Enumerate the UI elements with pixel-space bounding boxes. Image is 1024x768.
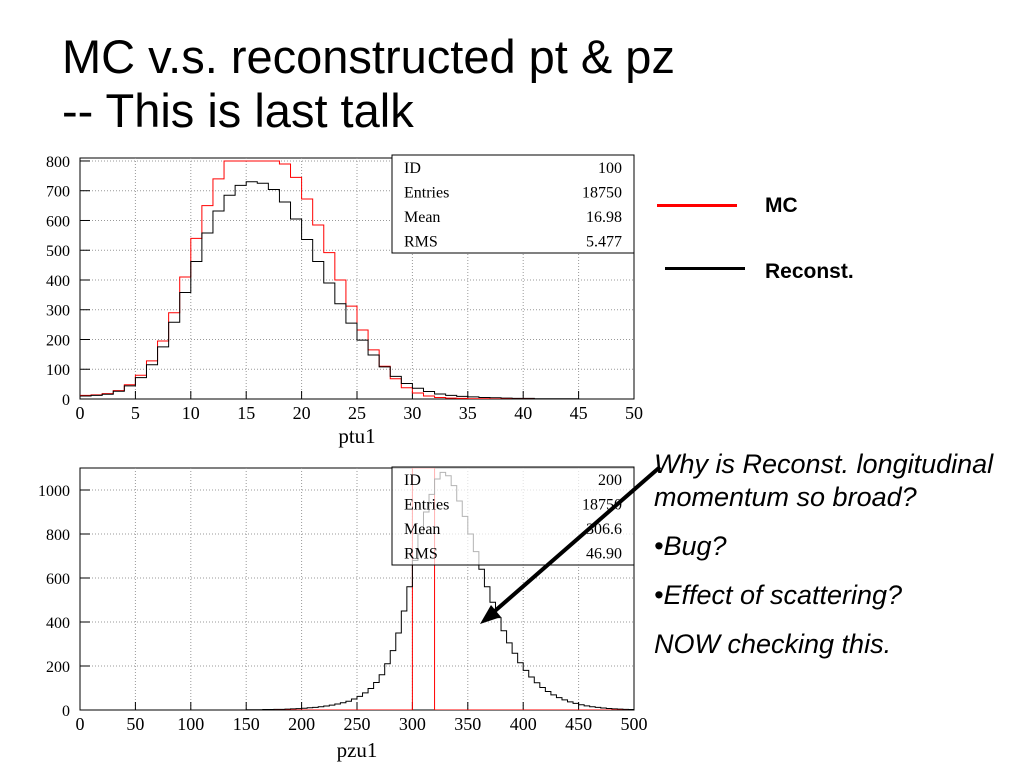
y-tick-label: 400: [46, 615, 70, 632]
x-tick-label: 25: [348, 403, 366, 423]
stats-value: 306.6: [586, 521, 622, 538]
x-tick-label: 35: [459, 403, 477, 423]
y-tick-label: 1000: [38, 483, 70, 500]
legend-line-mc: [657, 204, 737, 207]
legend-label-mc: MC: [765, 194, 798, 217]
y-tick-label: 800: [46, 527, 70, 544]
x-tick-label: 0: [76, 714, 85, 734]
stats-label: Mean: [404, 521, 440, 538]
x-tick-label: 40: [514, 403, 532, 423]
x-tick-label: 10: [182, 403, 200, 423]
x-axis-label: ptu1: [338, 424, 375, 448]
stats-value: 18750: [582, 497, 622, 514]
x-tick-label: 300: [399, 714, 426, 734]
legend-line-reconst: [665, 267, 745, 270]
note-bullet-scattering: •Effect of scattering?: [654, 580, 903, 610]
y-tick-label: 0: [62, 392, 70, 409]
slide-title: MC v.s. reconstructed pt & pz -- This is…: [62, 30, 675, 138]
y-tick-label: 600: [46, 213, 70, 230]
x-tick-label: 500: [621, 714, 648, 734]
note-conclusion: NOW checking this.: [654, 629, 892, 659]
notes-box: Why is Reconst. longitudinal momentum so…: [654, 448, 1020, 677]
note-question: Why is Reconst. longitudinal momentum so…: [654, 449, 994, 512]
legend-label-reconst: Reconst.: [765, 260, 854, 283]
stats-label: RMS: [404, 234, 438, 251]
x-tick-label: 150: [233, 714, 260, 734]
stats-value: 18750: [582, 185, 622, 202]
stats-label: ID: [404, 472, 421, 489]
series-step-reconst: [80, 181, 634, 399]
y-tick-label: 0: [62, 703, 70, 720]
title-line-2: -- This is last talk: [62, 84, 414, 137]
y-tick-label: 500: [46, 243, 70, 260]
y-tick-label: 400: [46, 273, 70, 290]
y-tick-label: 700: [46, 184, 70, 201]
x-tick-label: 0: [76, 403, 85, 423]
x-tick-label: 20: [293, 403, 311, 423]
note-bullet-bug: •Bug?: [654, 531, 727, 561]
title-line-1: MC v.s. reconstructed pt & pz: [62, 30, 675, 83]
y-tick-label: 600: [46, 571, 70, 588]
x-tick-label: 200: [288, 714, 315, 734]
y-tick-label: 200: [46, 659, 70, 676]
series-step-reconst: [80, 471, 634, 710]
y-tick-label: 800: [46, 154, 70, 171]
stats-label: ID: [404, 160, 421, 177]
x-tick-label: 50: [625, 403, 643, 423]
stats-box: [391, 154, 635, 254]
x-tick-label: 45: [570, 403, 588, 423]
stats-value: 5.477: [586, 234, 622, 251]
x-tick-label: 400: [510, 714, 537, 734]
y-tick-label: 300: [46, 303, 70, 320]
x-axis-label: pzu1: [337, 738, 378, 762]
histogram-pzu1: 0 50 100 150 200 250 300 350 400 450 500 0 200 400 600…: [38, 466, 648, 762]
stats-value: 200: [598, 472, 622, 489]
x-tick-label: 50: [126, 714, 144, 734]
x-tick-label: 450: [565, 714, 592, 734]
histogram-ptu1: 0 5 10 15 20 25 30 35 40 45 5001002003004005006007…: [46, 154, 643, 448]
x-tick-label: 5: [131, 403, 140, 423]
x-tick-label: 250: [344, 714, 371, 734]
x-tick-label: 30: [403, 403, 421, 423]
stats-label: Entries: [404, 185, 449, 202]
stats-label: Mean: [404, 209, 440, 226]
x-tick-label: 100: [177, 714, 204, 734]
x-tick-label: 350: [454, 714, 481, 734]
stats-label: RMS: [404, 546, 438, 563]
stats-value: 100: [598, 160, 622, 177]
stats-value: 46.90: [586, 546, 622, 563]
x-tick-label: 15: [237, 403, 255, 423]
stats-label: Entries: [404, 497, 449, 514]
y-tick-label: 200: [46, 332, 70, 349]
stats-value: 16.98: [586, 209, 622, 226]
series-step-mc: [80, 160, 634, 399]
y-tick-label: 100: [46, 362, 70, 379]
